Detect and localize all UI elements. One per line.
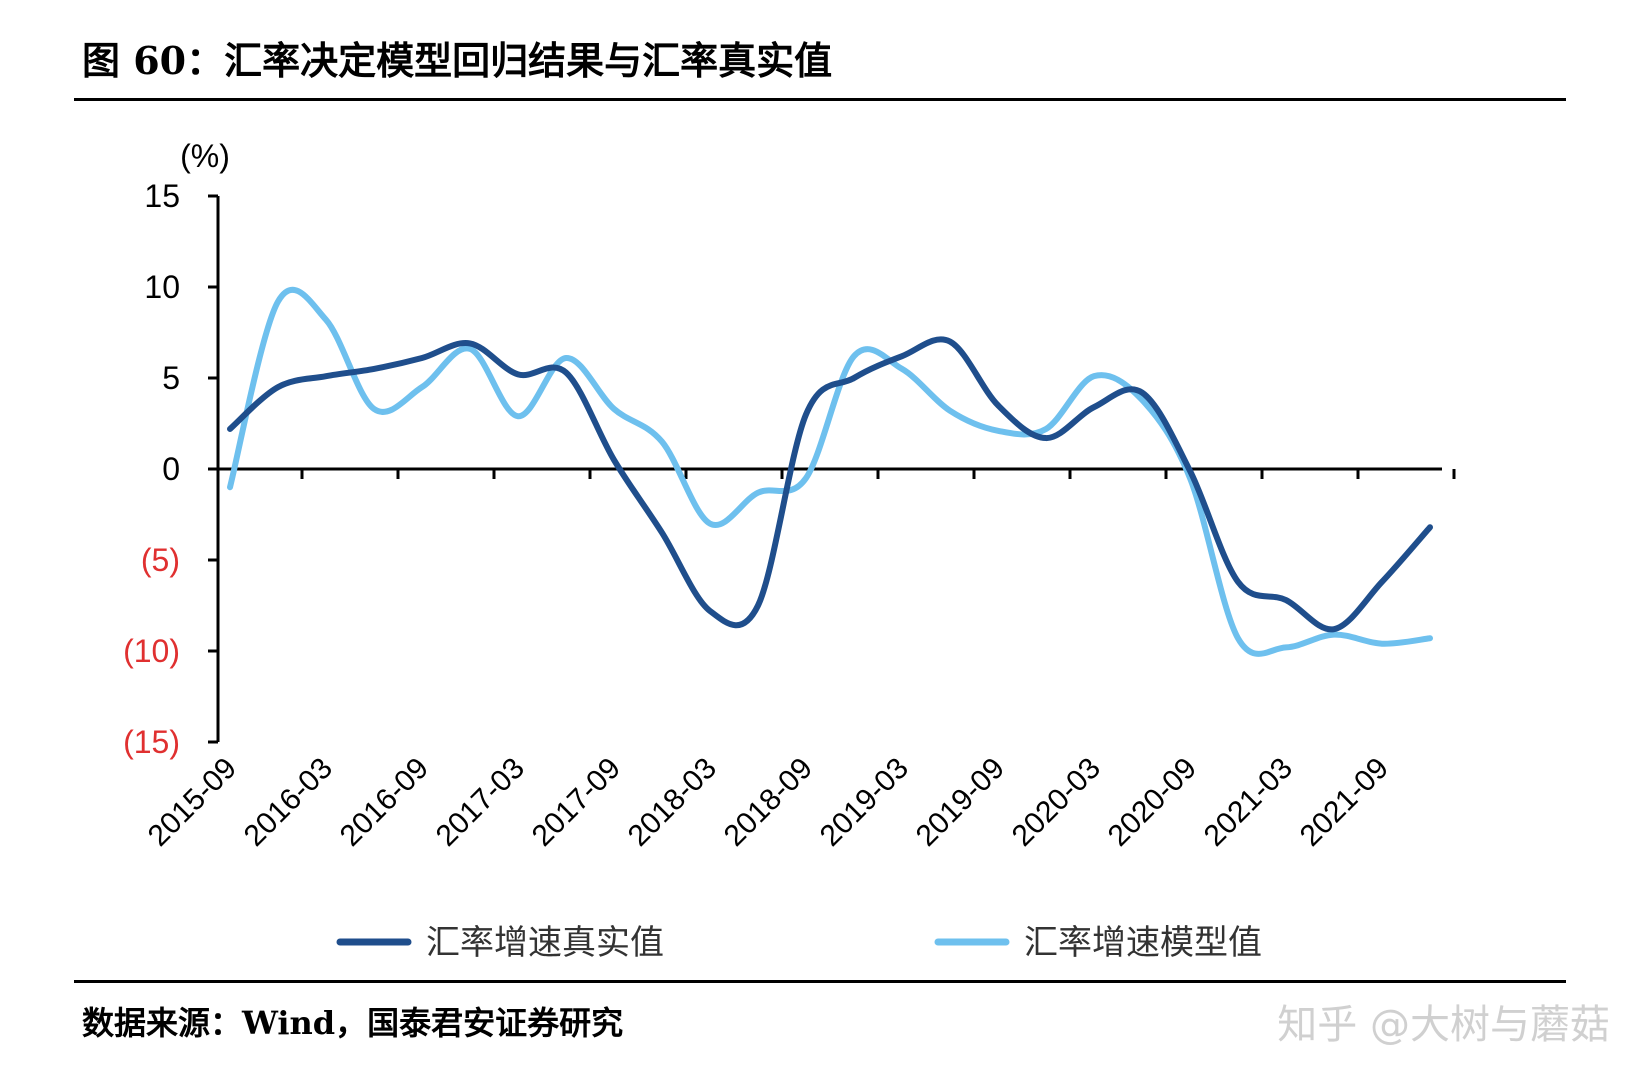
x-tick-label: 2020-03 <box>1006 752 1107 853</box>
legend: 汇率增速真实值 汇率增速模型值 <box>336 923 1262 963</box>
x-tick-label: 2019-03 <box>814 752 915 853</box>
y-tick-label: 5 <box>162 360 180 396</box>
x-tick-label: 2021-03 <box>1198 752 1299 853</box>
y-unit-label: (%) <box>180 138 230 174</box>
series-lines <box>227 286 1433 657</box>
y-tick-label: (5) <box>141 542 180 578</box>
series-line-model <box>227 286 1433 657</box>
legend-label-real: 汇率增速真实值 <box>426 923 664 963</box>
source-note: 数据来源：Wind，国泰君安证券研究 <box>82 1004 624 1042</box>
x-tick-label: 2020-09 <box>1102 752 1203 853</box>
y-tick-label: 10 <box>144 269 180 305</box>
y-tick-label: 15 <box>144 178 180 214</box>
bottom-rule <box>74 980 1566 983</box>
x-tick-label: 2016-09 <box>334 752 435 853</box>
x-tick-label: 2019-09 <box>910 752 1011 853</box>
y-axis: 15 10 5 0 (5) (10) (15) <box>123 178 220 760</box>
x-tick-label: 2021-09 <box>1294 752 1395 853</box>
figure-title: 图 60：汇率决定模型回归结果与汇率真实值 <box>82 38 833 83</box>
legend-label-model: 汇率增速模型值 <box>1024 923 1262 963</box>
x-tick-label: 2018-03 <box>622 752 723 853</box>
top-rule <box>74 98 1566 101</box>
x-axis: 2015-092016-032016-092017-032017-092018-… <box>142 467 1456 853</box>
y-tick-label: (10) <box>123 633 180 669</box>
x-tick-label: 2017-03 <box>430 752 531 853</box>
x-tick-label: 2017-09 <box>526 752 627 853</box>
y-tick-label: 0 <box>162 451 180 487</box>
x-tick-label: 2016-03 <box>238 752 339 853</box>
y-tick-label: (15) <box>123 724 180 760</box>
x-tick-label: 2018-09 <box>718 752 819 853</box>
x-tick-label: 2015-09 <box>142 752 243 853</box>
watermark-text: 知乎 @大树与蘑菇 <box>1277 1002 1610 1048</box>
series-line-real <box>227 336 1433 633</box>
